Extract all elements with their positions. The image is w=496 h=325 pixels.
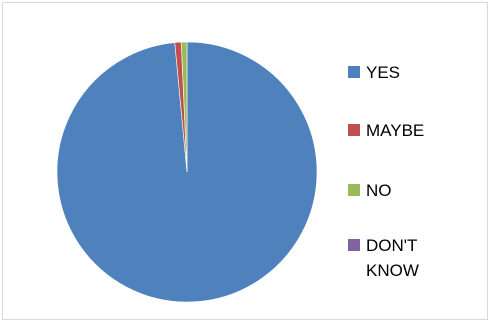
legend-label-maybe: MAYBE (366, 121, 425, 140)
legend-label-no: NO (366, 181, 392, 200)
legend-label-dont-know: DON'T KNOW (366, 236, 419, 280)
legend-item-maybe: MAYBE (348, 118, 456, 143)
legend-swatch-yes (348, 66, 360, 78)
legend-item-no: NO (348, 178, 456, 203)
legend: YES MAYBE NO DON'T KNOW (348, 0, 488, 325)
legend-label-yes: YES (366, 63, 401, 82)
legend-swatch-no (348, 184, 360, 196)
legend-swatch-maybe (348, 124, 360, 136)
legend-swatch-dont-know (348, 239, 360, 251)
legend-item-yes: YES (348, 60, 456, 85)
pie-slice-no (180, 41, 188, 173)
legend-item-dont-know: DON'T KNOW (348, 233, 456, 283)
